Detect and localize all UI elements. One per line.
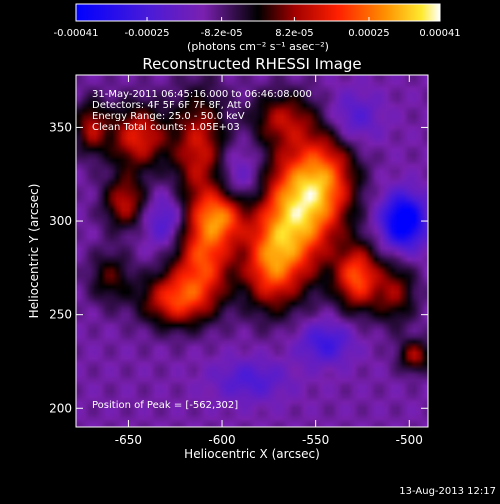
y-tick-label: 200	[49, 401, 72, 415]
y-tick-label: 350	[49, 120, 72, 134]
colorbar-tick-label: -0.00025	[125, 28, 170, 39]
colorbar-ticks: -0.00041 -0.00025 -8.2e-05 8.2e-05 0.00025 0.…	[54, 17, 461, 39]
y-axis-ticks: 200 250 300 350	[49, 120, 428, 415]
annotation-detectors: Detectors: 4F 5F 6F 7F 8F, Att 0	[92, 100, 251, 111]
colorbar: -0.00041 -0.00025 -8.2e-05 8.2e-05 0.00025 0.…	[54, 3, 461, 53]
footer-timestamp: 13-Aug-2013 12:17	[399, 486, 496, 497]
y-axis-label: Heliocentric Y (arcsec)	[27, 184, 41, 319]
y-tick-label: 250	[49, 308, 72, 322]
colorbar-tick-label: -8.2e-05	[201, 28, 243, 39]
chart-title: Reconstructed RHESSI Image	[142, 55, 361, 73]
annotation-peak-position: Position of Peak = [-562,302]	[92, 400, 238, 411]
annotation-energy-range: Energy Range: 25.0 - 50.0 keV	[92, 111, 245, 122]
x-tick-label: -500	[396, 433, 423, 447]
colorbar-tick-label: 0.00025	[348, 28, 389, 39]
plot-frame	[75, 74, 429, 428]
x-axis-ticks: -650 -600 -550 -500	[115, 75, 423, 447]
colorbar-gradient	[75, 3, 441, 22]
annotation-time-range: 31-May-2011 06:45:16.000 to 06:46:08.000	[92, 89, 312, 100]
x-tick-label: -650	[115, 433, 142, 447]
colorbar-tick-label: 8.2e-05	[275, 28, 313, 39]
annotation-clean-counts: Clean Total counts: 1.05E+03	[92, 122, 240, 133]
annotations: 31-May-2011 06:45:16.000 to 06:46:08.000…	[92, 89, 312, 411]
colorbar-tick-label: -0.00041	[54, 28, 99, 39]
colorbar-units-label: (photons cm⁻² s⁻¹ asec⁻²)	[187, 40, 329, 53]
x-axis-label: Heliocentric X (arcsec)	[184, 447, 320, 461]
colorbar-tick-label: 0.00041	[419, 28, 460, 39]
x-tick-label: -600	[208, 433, 235, 447]
heatmap-image	[76, 75, 428, 427]
plot-area: -650 -600 -550 -500 200 250 300 350 31-May-201…	[49, 74, 429, 447]
y-tick-label: 300	[49, 214, 72, 228]
x-tick-label: -550	[302, 433, 329, 447]
